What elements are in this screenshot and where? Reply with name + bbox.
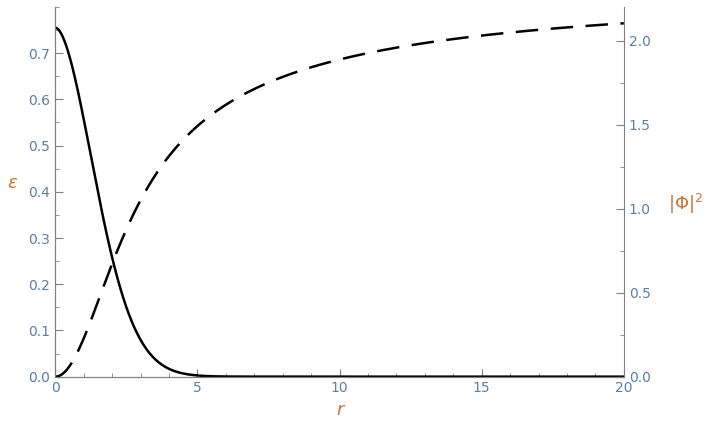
Y-axis label: $|\Phi|^2$: $|\Phi|^2$	[668, 192, 703, 216]
Y-axis label: ε: ε	[7, 174, 17, 192]
X-axis label: r: r	[336, 401, 344, 419]
